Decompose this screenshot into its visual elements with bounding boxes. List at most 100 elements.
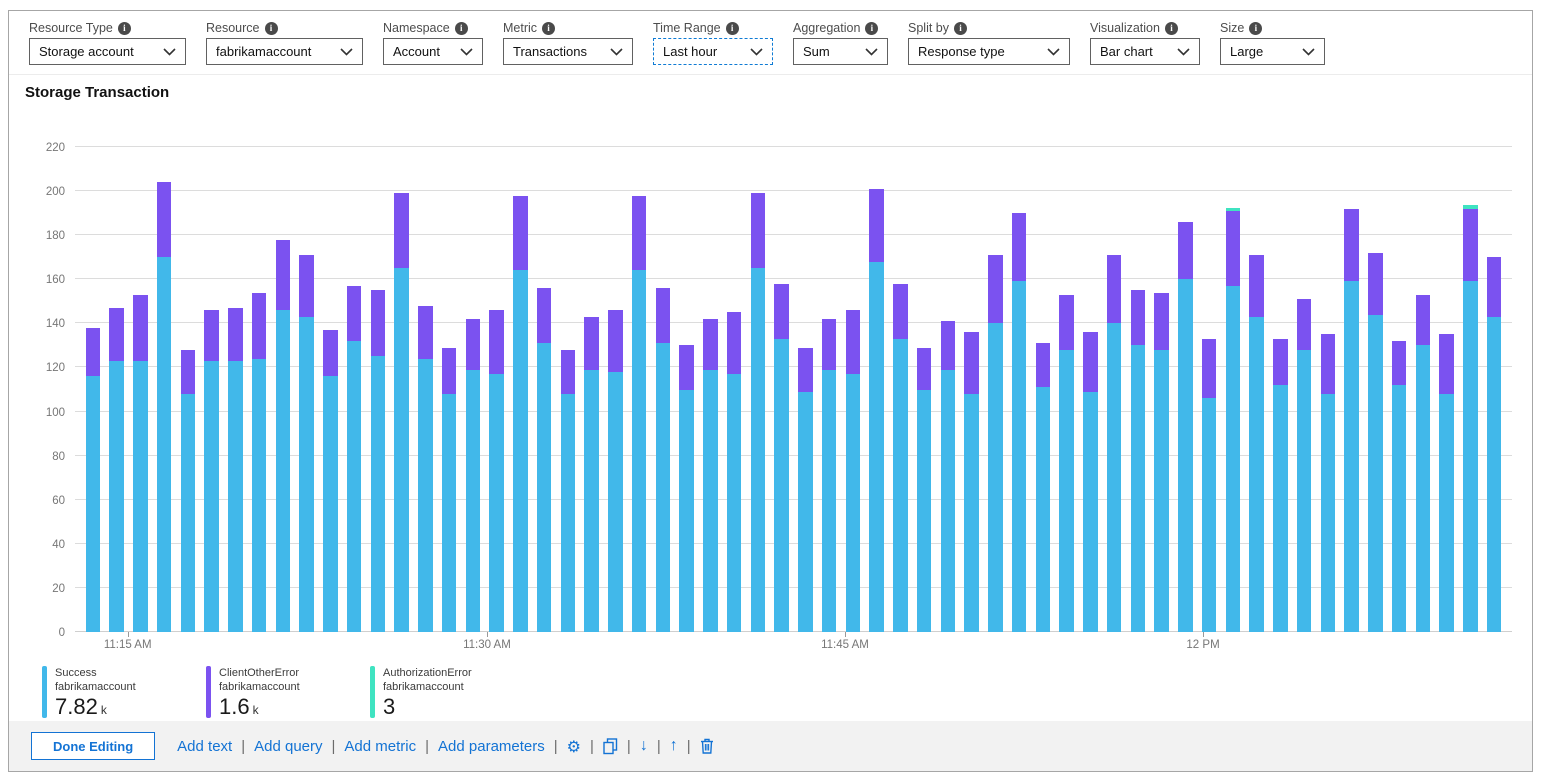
bar-segment-clientothererror (133, 294, 148, 361)
bar (627, 147, 651, 632)
bar-segment-success (418, 358, 433, 632)
y-axis-label: 200 (45, 186, 65, 199)
clone-icon[interactable] (603, 737, 618, 755)
field-time-range: Time Range i Last hour (653, 21, 773, 65)
dropdown-value: Response type (918, 44, 1005, 59)
gridline (75, 410, 1512, 412)
done-editing-button[interactable]: Done Editing (31, 732, 156, 760)
bar-segment-success (655, 343, 671, 632)
bar-segment-clientothererror (774, 283, 789, 339)
bar-segment-success (1130, 345, 1146, 632)
settings-gear-icon[interactable]: ⚙ (566, 736, 582, 756)
bar (342, 147, 366, 632)
legend-swatch (370, 666, 375, 718)
separator: | (425, 737, 430, 755)
bar-segment-success (251, 358, 267, 632)
legend-resource-name: fabrikamaccount (383, 681, 464, 693)
move-down-icon[interactable]: ↓ (639, 737, 648, 754)
bar (699, 147, 723, 632)
gridline (75, 234, 1512, 236)
bar-segment-clientothererror (323, 330, 338, 377)
bar-segment-clientothererror (513, 195, 528, 271)
legend-series-name: AuthorizationError (383, 667, 472, 679)
legend-series-name: Success (55, 667, 97, 679)
x-axis-label: 11:15 AM (103, 639, 152, 651)
add-metric-link[interactable]: Add metric (344, 737, 417, 755)
bar (532, 147, 556, 632)
legend-value: 7.82 (55, 694, 98, 719)
bar-segment-clientothererror (1083, 332, 1098, 392)
add-text-link[interactable]: Add text (177, 737, 233, 755)
bar-segment-clientothererror (180, 349, 196, 394)
bar (651, 147, 675, 632)
legend-value: 3 (383, 694, 396, 719)
info-icon: i (865, 21, 879, 35)
bar-segment-clientothererror (489, 310, 504, 375)
delete-icon[interactable] (700, 738, 714, 754)
bar-segment-clientothererror (465, 318, 481, 370)
namespace-dropdown[interactable]: Account (383, 38, 483, 65)
bar (889, 147, 913, 632)
bar-segment-success (299, 316, 314, 632)
field-label: Aggregation (793, 21, 861, 35)
info-icon: i (1164, 21, 1178, 35)
legend-item-authorizationerror[interactable]: AuthorizationError fabrikamaccount 3 (370, 666, 490, 718)
bar-segment-success (394, 268, 409, 632)
y-axis-label: 60 (52, 494, 65, 507)
bar-segment-success (1201, 398, 1217, 632)
bar-segment-success (798, 391, 813, 632)
resource-type-dropdown[interactable]: Storage account (29, 38, 186, 65)
y-axis-label: 20 (52, 582, 65, 595)
bar (200, 147, 224, 632)
bar-segment-clientothererror (1011, 213, 1027, 282)
add-parameters-link[interactable]: Add parameters (438, 737, 545, 755)
bar-segment-success (1320, 393, 1336, 632)
bar-segment-success (1035, 387, 1051, 632)
aggregation-dropdown[interactable]: Sum (793, 38, 888, 65)
dropdown-value: Transactions (513, 44, 587, 59)
bar (295, 147, 319, 632)
bar (271, 147, 295, 632)
bar-segment-success (1296, 349, 1312, 632)
bar-segment-success (1391, 385, 1407, 632)
move-up-icon[interactable]: ↑ (669, 737, 678, 754)
bar-segment-success (441, 393, 457, 632)
bars-container (81, 147, 1506, 632)
y-axis-label: 220 (45, 142, 65, 154)
gridline (75, 498, 1512, 500)
y-axis-label: 40 (52, 538, 65, 551)
legend-swatch (42, 666, 47, 718)
legend-item-clientothererror[interactable]: ClientOtherError fabrikamaccount 1.6 k (206, 666, 326, 718)
separator: | (590, 737, 594, 755)
info-icon: i (954, 21, 967, 35)
bar-segment-success (584, 369, 599, 632)
time-range-dropdown[interactable]: Last hour (653, 38, 773, 65)
add-query-link[interactable]: Add query (254, 737, 323, 755)
legend-value: 1.6 (219, 694, 250, 719)
metric-dropdown[interactable]: Transactions (503, 38, 633, 65)
x-axis-label: 11:45 AM (821, 639, 869, 651)
size-dropdown[interactable]: Large (1220, 38, 1325, 65)
bar-segment-clientothererror (726, 312, 742, 375)
bar-segment-clientothererror (1486, 257, 1502, 317)
bar-segment-clientothererror (394, 193, 409, 269)
gridline (75, 631, 1512, 632)
bar (1055, 147, 1079, 632)
resource-dropdown[interactable]: fabrikamaccount (206, 38, 363, 65)
bar (485, 147, 509, 632)
legend-resource-name: fabrikamaccount (55, 681, 136, 693)
legend-item-success[interactable]: Success fabrikamaccount 7.82 k (42, 666, 162, 718)
visualization-dropdown[interactable]: Bar chart (1090, 38, 1200, 65)
separator: | (626, 737, 631, 755)
chevron-down-icon (460, 47, 473, 56)
dropdown-value: Account (393, 44, 440, 59)
chevron-down-icon (163, 47, 176, 56)
chevron-down-icon (1047, 47, 1060, 56)
split-by-dropdown[interactable]: Response type (908, 38, 1070, 65)
bar-segment-success (916, 389, 932, 632)
field-namespace: Namespace i Account (383, 21, 483, 65)
bar-segment-success (774, 338, 789, 632)
bar-segment-success (703, 369, 718, 632)
bar-segment-success (85, 376, 101, 632)
bar-segment-clientothererror (275, 239, 291, 311)
